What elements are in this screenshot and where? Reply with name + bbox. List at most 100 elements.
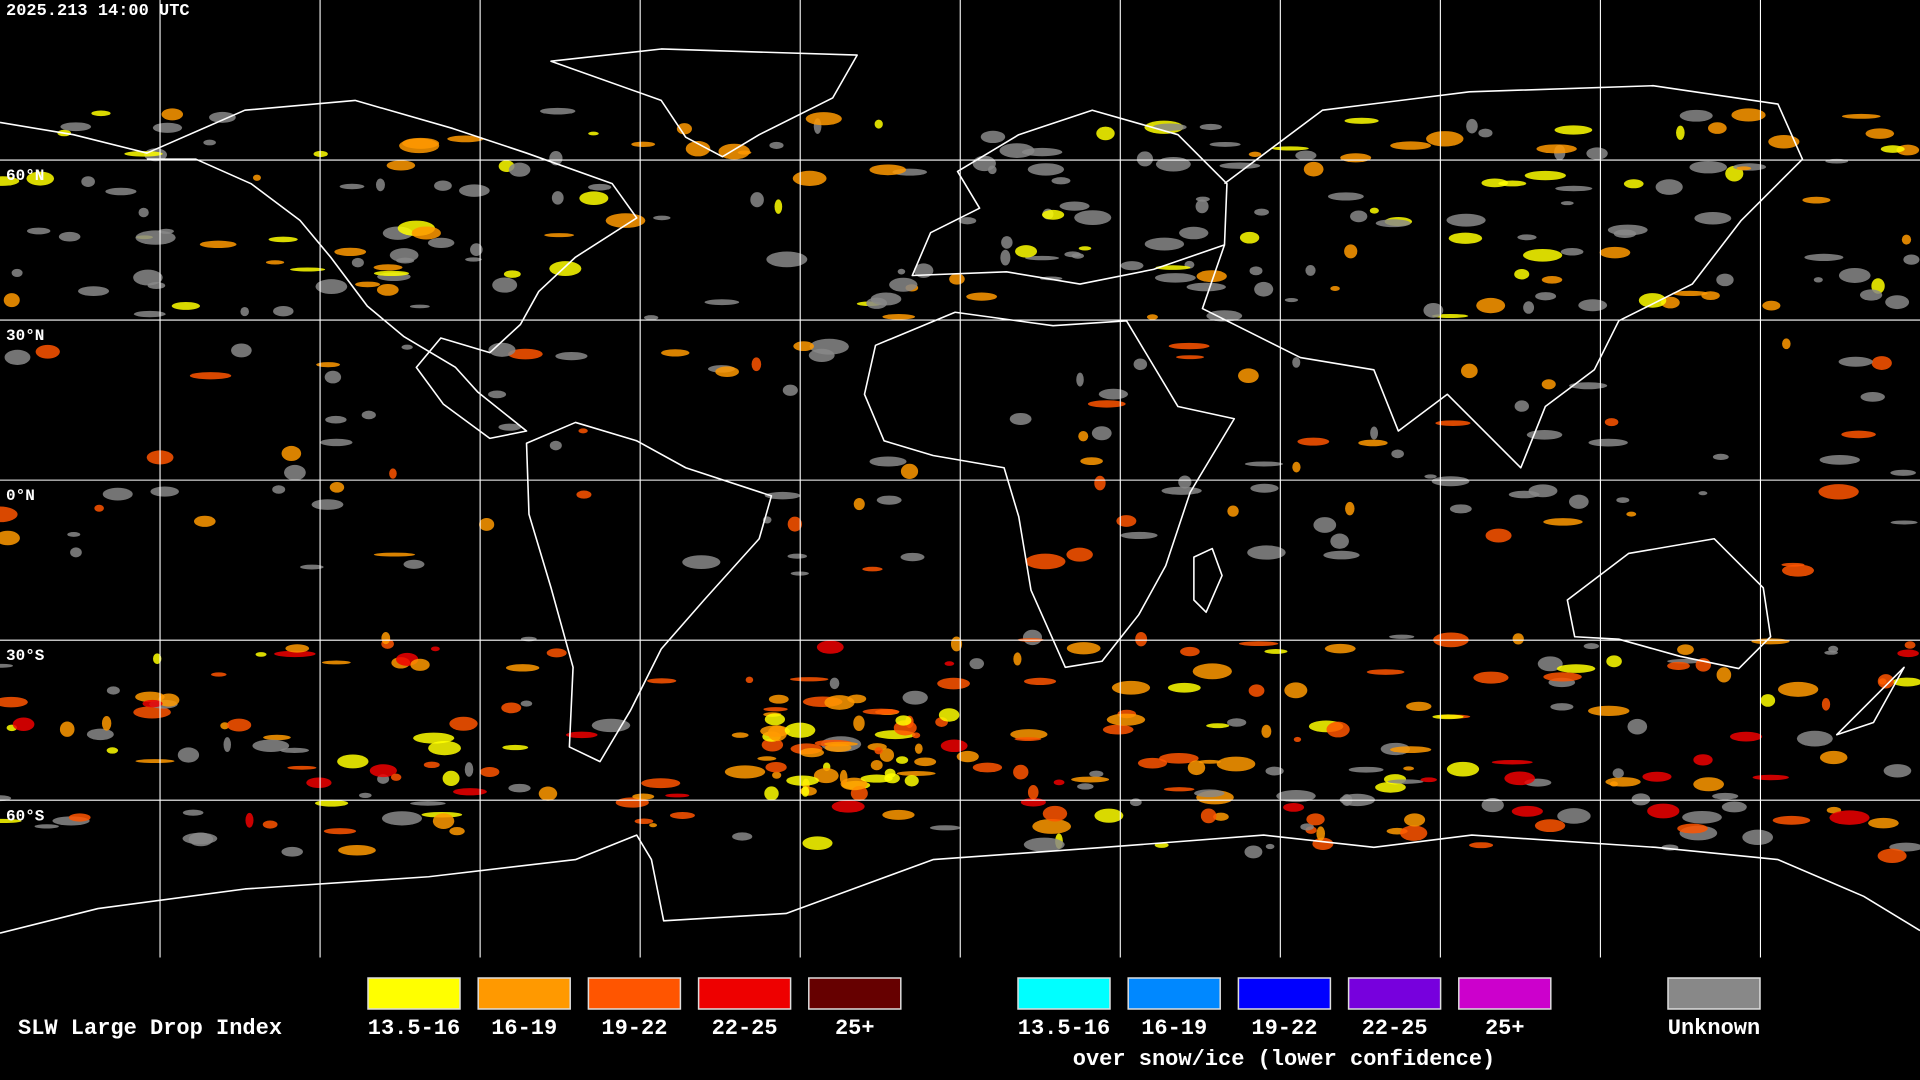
cloud-patch xyxy=(492,277,518,293)
cloud-patch xyxy=(1606,655,1622,668)
cloud-patch xyxy=(1406,701,1432,711)
cloud-patch xyxy=(505,664,540,672)
cloud-patch xyxy=(1689,160,1728,174)
cloud-patch xyxy=(34,824,59,829)
cloud-patch xyxy=(1481,798,1504,813)
cloud-patch xyxy=(874,119,883,129)
cloud-patch xyxy=(578,428,588,434)
cloud-patch xyxy=(1013,764,1029,780)
cloud-patch xyxy=(339,183,365,190)
cloud-patch xyxy=(313,150,328,158)
cloud-patch xyxy=(135,759,175,764)
cloud-patch xyxy=(209,111,236,123)
cloud-patch xyxy=(106,747,119,754)
legend-title: SLW Large Drop Index xyxy=(18,1016,282,1041)
cloud-patch xyxy=(0,506,18,523)
cloud-patch xyxy=(889,277,918,292)
cloud-patch xyxy=(1366,669,1405,675)
cloud-patch xyxy=(1330,285,1340,291)
cloud-patch xyxy=(1554,125,1593,135)
cloud-patch xyxy=(1196,270,1227,283)
cloud-patch xyxy=(311,499,344,510)
cloud-patch xyxy=(1077,783,1094,790)
legend-label: 25+ xyxy=(1485,1016,1525,1041)
cloud-patch xyxy=(1200,808,1217,824)
cloud-patch xyxy=(904,775,919,787)
cloud-patch xyxy=(874,747,883,755)
legend-swatch xyxy=(477,977,571,1010)
cloud-patch xyxy=(369,764,397,778)
cloud-patch xyxy=(1015,245,1038,258)
cloud-patch xyxy=(1432,714,1464,720)
cloud-patch xyxy=(480,766,500,777)
cloud-patch xyxy=(442,770,460,787)
cloud-patch xyxy=(135,691,165,703)
cloud-patch xyxy=(1708,122,1727,134)
cloud-patch xyxy=(774,199,783,214)
cloud-patch xyxy=(544,233,575,238)
cloud-patch xyxy=(1698,491,1708,496)
cloud-patch xyxy=(1535,292,1557,301)
cloud-patch xyxy=(1216,756,1256,772)
cloud-patch xyxy=(1446,213,1486,227)
cloud-patch xyxy=(1469,842,1494,849)
cloud-patch xyxy=(413,732,455,744)
cloud-patch xyxy=(1293,736,1302,743)
cloud-patch xyxy=(265,260,285,265)
cloud-patch xyxy=(508,162,531,177)
cloud-patch xyxy=(508,348,543,360)
cloud-patch xyxy=(101,716,112,731)
cloud-patch xyxy=(1528,484,1558,498)
cloud-patch xyxy=(1655,179,1683,195)
cloud-patch xyxy=(1375,219,1411,228)
cloud-patch xyxy=(824,695,855,710)
cloud-patch xyxy=(1860,392,1885,402)
cloud-patch xyxy=(0,696,28,708)
cloud-patch xyxy=(324,370,342,384)
cloud-patch xyxy=(896,771,936,776)
cloud-patch xyxy=(376,283,399,296)
cloud-patch xyxy=(1897,649,1919,658)
cloud-patch xyxy=(161,108,184,121)
cloud-patch xyxy=(792,170,827,186)
legend-swatch xyxy=(697,977,792,1010)
cloud-patch xyxy=(390,773,402,781)
cloud-patch xyxy=(86,728,114,741)
cloud-patch xyxy=(969,658,985,670)
cloud-patch xyxy=(938,708,960,722)
cloud-patch xyxy=(813,768,839,784)
cloud-patch xyxy=(1167,682,1201,693)
cloud-patch xyxy=(1694,212,1732,225)
latitude-labels: 60°N 30°N 0°N 30°S 60°S xyxy=(6,167,45,825)
cloud-patch xyxy=(1199,123,1222,131)
cloud-patch xyxy=(60,122,92,132)
cloud-patch xyxy=(1161,486,1202,495)
cloud-patch xyxy=(223,737,231,752)
cloud-patch xyxy=(1187,760,1206,776)
cloud-patch xyxy=(459,184,490,197)
cloud-patch xyxy=(1074,210,1112,226)
cloud-patch xyxy=(879,748,895,762)
cloud-patch xyxy=(102,487,133,501)
cloud-patch xyxy=(403,559,425,569)
cloud-patch xyxy=(81,176,95,187)
cloud-patch xyxy=(632,793,655,800)
cloud-patch xyxy=(847,694,867,704)
cloud-patch xyxy=(501,702,522,714)
cloud-patch xyxy=(1195,199,1209,214)
cloud-patch xyxy=(1587,705,1630,717)
cloud-patch xyxy=(453,788,487,796)
cloud-patch xyxy=(306,777,332,789)
legend-label: 25+ xyxy=(835,1016,875,1041)
cloud-patch xyxy=(464,762,474,777)
cloud-patch xyxy=(793,341,814,352)
cloud-patch xyxy=(882,809,915,820)
cloud-patch xyxy=(1638,293,1667,308)
legend-label: 16-19 xyxy=(491,1016,557,1041)
cloud-patch xyxy=(676,123,692,135)
cloud-patch xyxy=(1001,236,1013,249)
cloud-patch xyxy=(1541,275,1563,284)
cloud-patch xyxy=(665,793,690,798)
cloud-patch xyxy=(255,652,267,657)
cloud-patch xyxy=(1059,201,1090,211)
